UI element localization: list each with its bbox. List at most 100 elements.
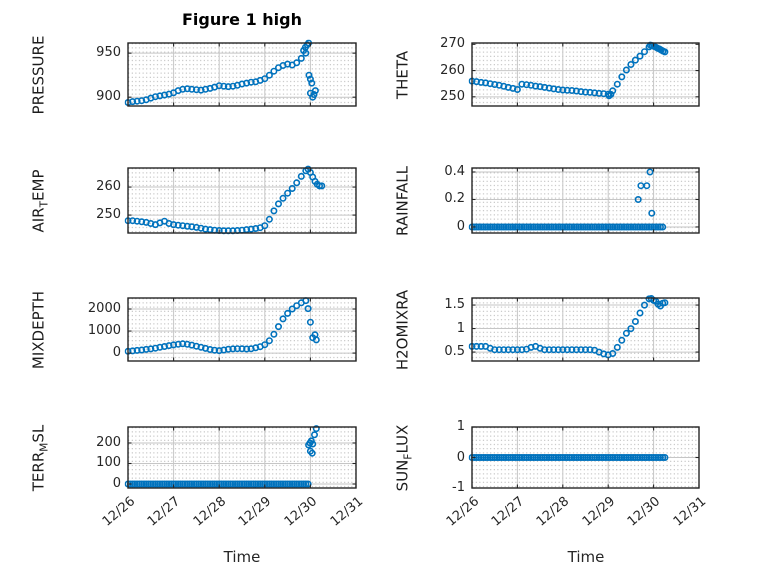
data-markers-sun_flux — [468, 453, 669, 461]
x-tick-label: 12/30 — [281, 494, 321, 530]
plot-canvas-theta — [468, 41, 700, 107]
plot-canvas-pressure — [124, 39, 357, 107]
y-tick-label: 1000 — [87, 323, 121, 339]
minor-grid-dots — [128, 427, 356, 488]
y-axis-label-theta: THETA — [394, 50, 415, 98]
subplot-air_temp — [122, 162, 362, 243]
y-axis-label-text: SL — [29, 424, 48, 443]
plot-canvas-mixdepth — [124, 297, 357, 362]
y-axis-label-subscript: T — [38, 200, 51, 207]
subplot-pressure — [122, 37, 362, 116]
x-axis-title-left: Time — [223, 548, 261, 566]
x-tick-label: 12/31 — [670, 494, 709, 530]
y-axis-label-text: THETA — [393, 50, 412, 99]
y-axis-label-text: SUN — [393, 459, 412, 491]
axis-ticks — [127, 298, 357, 361]
y-tick-label: 0.5 — [444, 344, 465, 360]
axis-ticks — [471, 298, 700, 361]
y-tick-label: 1.5 — [444, 297, 465, 313]
x-tick-label: 12/26 — [443, 494, 482, 530]
subplot-rainfall — [466, 162, 705, 243]
y-tick-label: 0.2 — [444, 191, 465, 207]
axis-ticks — [471, 168, 700, 233]
plot-canvas-air_temp — [124, 165, 357, 235]
y-tick-label: 2000 — [87, 301, 121, 316]
y-tick-label: 1 — [456, 320, 465, 336]
y-tick-label: 0 — [112, 345, 121, 361]
y-tick-label: 900 — [96, 89, 121, 105]
plot-canvas-terr_msl — [124, 425, 357, 489]
y-axis-label-rainfall: RAINFALL — [394, 166, 415, 236]
y-axis-label-text: TERR — [29, 451, 48, 491]
axes-border — [127, 426, 357, 489]
x-tick-label: 12/28 — [190, 494, 229, 530]
y-tick-label: -1 — [452, 480, 465, 495]
axis-ticks — [471, 43, 700, 106]
x-tick-label: 12/28 — [534, 494, 573, 530]
axes-border — [127, 167, 357, 234]
major-grid — [128, 298, 356, 361]
y-axis-label-air_temp: AIRTEMP — [30, 169, 51, 232]
x-axis-title-right: Time — [567, 548, 605, 566]
y-axis-label-text: MIXDEPTH — [29, 290, 48, 369]
subplot-theta — [466, 37, 705, 116]
x-tick-label: 12/29 — [236, 494, 275, 530]
x-tick-label: 12/27 — [144, 494, 184, 530]
x-tick-label: 12/29 — [579, 494, 618, 530]
subplot-mixdepth — [122, 292, 362, 371]
y-axis-label-text: RAINFALL — [393, 165, 412, 236]
y-axis-label-sun_flux: SUNFLUX — [394, 424, 415, 491]
plot-canvas-sun_flux — [468, 426, 700, 489]
subplot-terr_msl — [122, 421, 362, 498]
y-axis-label-text: H2OMIXRA — [393, 289, 412, 370]
axis-ticks — [471, 426, 700, 489]
y-tick-label: 270 — [440, 36, 465, 52]
data-markers-air_temp — [124, 165, 326, 235]
y-axis-label-mixdepth: MIXDEPTH — [30, 290, 51, 368]
data-markers-theta — [468, 41, 669, 100]
y-tick-label: 950 — [96, 45, 121, 61]
y-tick-label: 100 — [96, 455, 121, 471]
subplot-sun_flux — [466, 421, 705, 498]
subplot-h2omixra — [466, 292, 705, 371]
x-tick-label: 12/26 — [99, 494, 138, 530]
y-axis-label-terr_msl: TERRMSL — [30, 424, 51, 490]
minor-grid-dots — [472, 168, 699, 233]
x-tick-label: 12/31 — [327, 494, 366, 530]
axis-ticks — [127, 43, 357, 106]
y-axis-label-text: PRESSURE — [29, 35, 48, 114]
y-tick-label: 250 — [440, 88, 465, 104]
data-markers-terr_msl — [124, 425, 320, 488]
plot-canvas-rainfall — [468, 167, 700, 234]
y-axis-label-pressure: PRESSURE — [30, 35, 51, 114]
data-markers-mixdepth — [124, 297, 320, 355]
y-tick-label: 0 — [456, 218, 465, 234]
y-axis-label-subscript: M — [38, 442, 51, 452]
y-tick-label: 250 — [96, 207, 121, 223]
x-tick-label: 12/27 — [488, 494, 528, 530]
data-markers-pressure — [124, 39, 319, 106]
y-axis-label-text: LUX — [393, 424, 412, 454]
y-tick-label: 260 — [96, 179, 121, 195]
axis-ticks — [127, 427, 357, 488]
axes-border — [127, 42, 357, 107]
axes-border — [127, 297, 357, 362]
y-axis-label-text: AIR — [29, 206, 48, 232]
y-tick-label: 1 — [456, 419, 465, 434]
y-axis-label-h2omixra: H2OMIXRA — [394, 289, 415, 369]
y-tick-label: 0 — [112, 476, 121, 491]
data-markers-rainfall — [468, 168, 667, 231]
y-tick-label: 0 — [456, 449, 465, 465]
y-tick-label: 0.4 — [444, 163, 465, 179]
plot-canvas-h2omixra — [468, 294, 700, 362]
y-tick-label: 200 — [96, 434, 121, 450]
minor-grid-dots — [128, 298, 356, 361]
y-tick-label: 260 — [440, 62, 465, 78]
x-tick-label: 12/30 — [624, 494, 664, 530]
axes-border — [471, 167, 700, 234]
figure-title: Figure 1 high — [182, 10, 302, 29]
axes-border — [471, 297, 700, 362]
axes-border — [471, 42, 700, 107]
axis-ticks — [127, 168, 357, 233]
